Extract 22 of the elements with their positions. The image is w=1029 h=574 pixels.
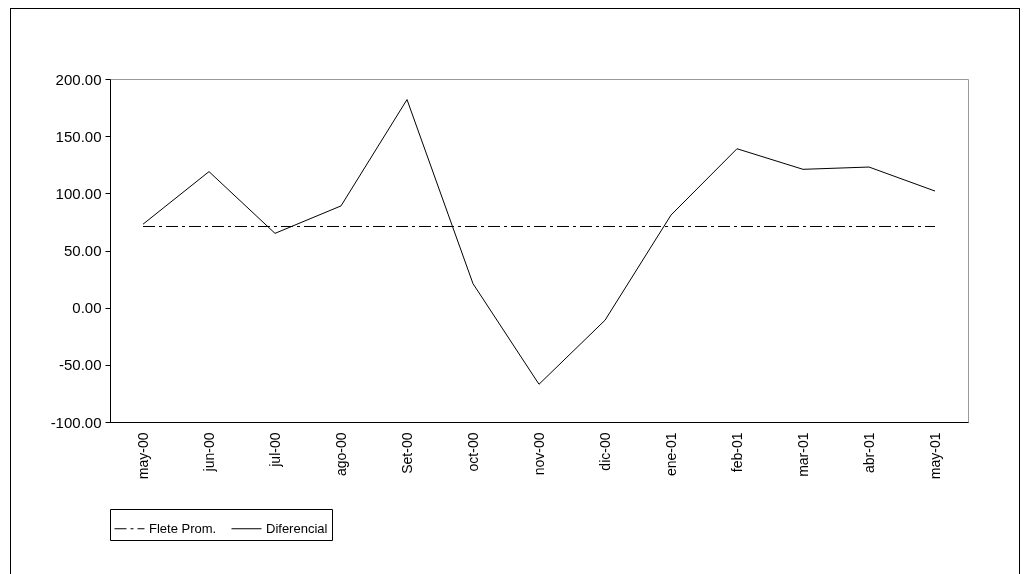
legend-label: Diferencial — [266, 520, 328, 536]
y-tick-label: 150.00 — [55, 127, 102, 145]
x-tick-label: may-00 — [134, 432, 151, 480]
x-tick-label: mar-01 — [794, 432, 811, 477]
x-tick-label: jul-00 — [266, 432, 283, 468]
y-tick-label: 50.00 — [63, 242, 102, 259]
y-tick-label: 100.00 — [55, 184, 102, 202]
y-tick-label: -100.00 — [50, 413, 102, 431]
y-tick-label: 0.00 — [72, 299, 102, 317]
x-tick-label: nov-00 — [530, 432, 547, 476]
legend-label: Flete Prom. — [149, 520, 217, 536]
x-tick-label: ene-01 — [662, 432, 679, 477]
x-tick-label: may-01 — [926, 432, 943, 480]
x-tick-label: abr-01 — [860, 432, 877, 473]
x-tick-label: Set-00 — [398, 432, 415, 474]
x-tick-label: oct-00 — [464, 432, 481, 472]
y-tick-label: -50.00 — [58, 356, 102, 374]
x-tick-label: ago-00 — [332, 432, 349, 477]
x-tick-label: jun-00 — [200, 432, 217, 473]
x-tick-label: feb-01 — [728, 432, 745, 473]
x-tick-label: dic-00 — [596, 432, 613, 471]
y-tick-label: 200.00 — [55, 70, 102, 88]
